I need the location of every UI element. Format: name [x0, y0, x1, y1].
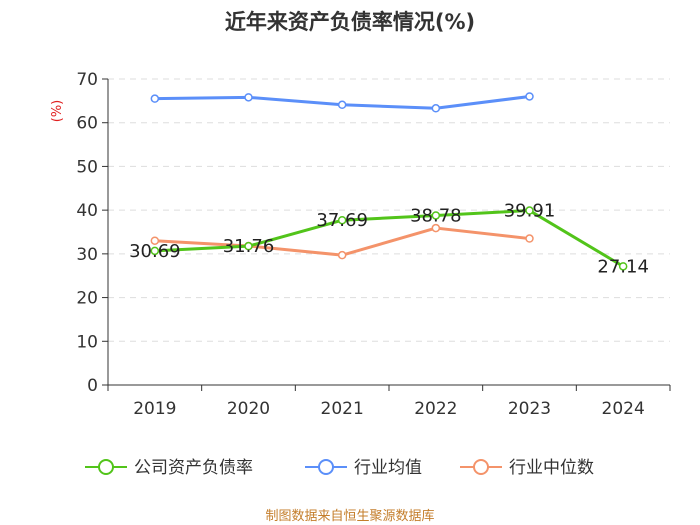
data-point	[525, 234, 534, 243]
data-point	[244, 93, 253, 102]
legend-label: 行业均值	[354, 458, 422, 478]
y-tick-label: 10	[76, 332, 98, 352]
grid-lines	[108, 78, 670, 342]
legend-marker	[98, 459, 114, 475]
y-tick-label: 40	[76, 201, 98, 221]
chart-title: 近年来资产负债率情况(%)	[224, 10, 476, 34]
data-point	[337, 215, 347, 225]
series-line	[154, 209, 624, 268]
y-tick-label: 50	[76, 157, 98, 177]
data-label: 39.91	[504, 201, 556, 222]
data-point	[431, 211, 441, 220]
data-label: 30.69	[129, 241, 181, 262]
x-tick-label: 2022	[414, 399, 457, 419]
data-point	[337, 100, 347, 110]
data-point	[525, 206, 534, 215]
legend: 公司资产负债率 行业均值 行业中位数	[85, 458, 594, 478]
data-point	[244, 241, 253, 251]
y-tick-label: 20	[76, 289, 98, 309]
axes: 0 10 20 30 40 50 60 70 2019 2020 2021 2022 2023 2024 (…	[50, 70, 671, 419]
data-point	[525, 92, 534, 101]
legend-marker	[318, 459, 334, 475]
data-labels: 30.69 31.76 37.69 38.78 39.91 27.14	[129, 201, 649, 278]
legend-marker	[473, 459, 489, 475]
data-point	[150, 246, 160, 256]
data-point	[431, 104, 441, 113]
data-point	[337, 250, 347, 260]
y-tick-label: 70	[76, 70, 98, 90]
legend-label: 行业中位数	[509, 458, 594, 478]
data-point	[618, 262, 628, 271]
y-tick-label: 30	[76, 245, 98, 265]
legend-label: 公司资产负债率	[134, 458, 253, 478]
x-tick-label: 2023	[508, 399, 551, 419]
y-tick-label: 0	[87, 376, 98, 396]
y-axis-label: (%)	[50, 100, 65, 123]
data-label: 37.69	[316, 210, 368, 231]
x-tick-label: 2024	[602, 399, 645, 419]
x-tick-label: 2021	[321, 399, 364, 419]
data-point	[431, 223, 441, 233]
data-point	[150, 94, 160, 103]
data-label: 31.76	[223, 236, 275, 257]
y-tick-label: 60	[76, 114, 98, 134]
source-note: 制图数据来自恒生聚源数据库	[265, 509, 435, 524]
series-lines	[150, 92, 628, 271]
data-point	[150, 236, 160, 245]
x-tick-label: 2019	[133, 399, 176, 419]
x-tick-label: 2020	[227, 399, 270, 419]
data-label: 38.78	[410, 205, 462, 226]
data-label: 27.14	[597, 256, 649, 277]
